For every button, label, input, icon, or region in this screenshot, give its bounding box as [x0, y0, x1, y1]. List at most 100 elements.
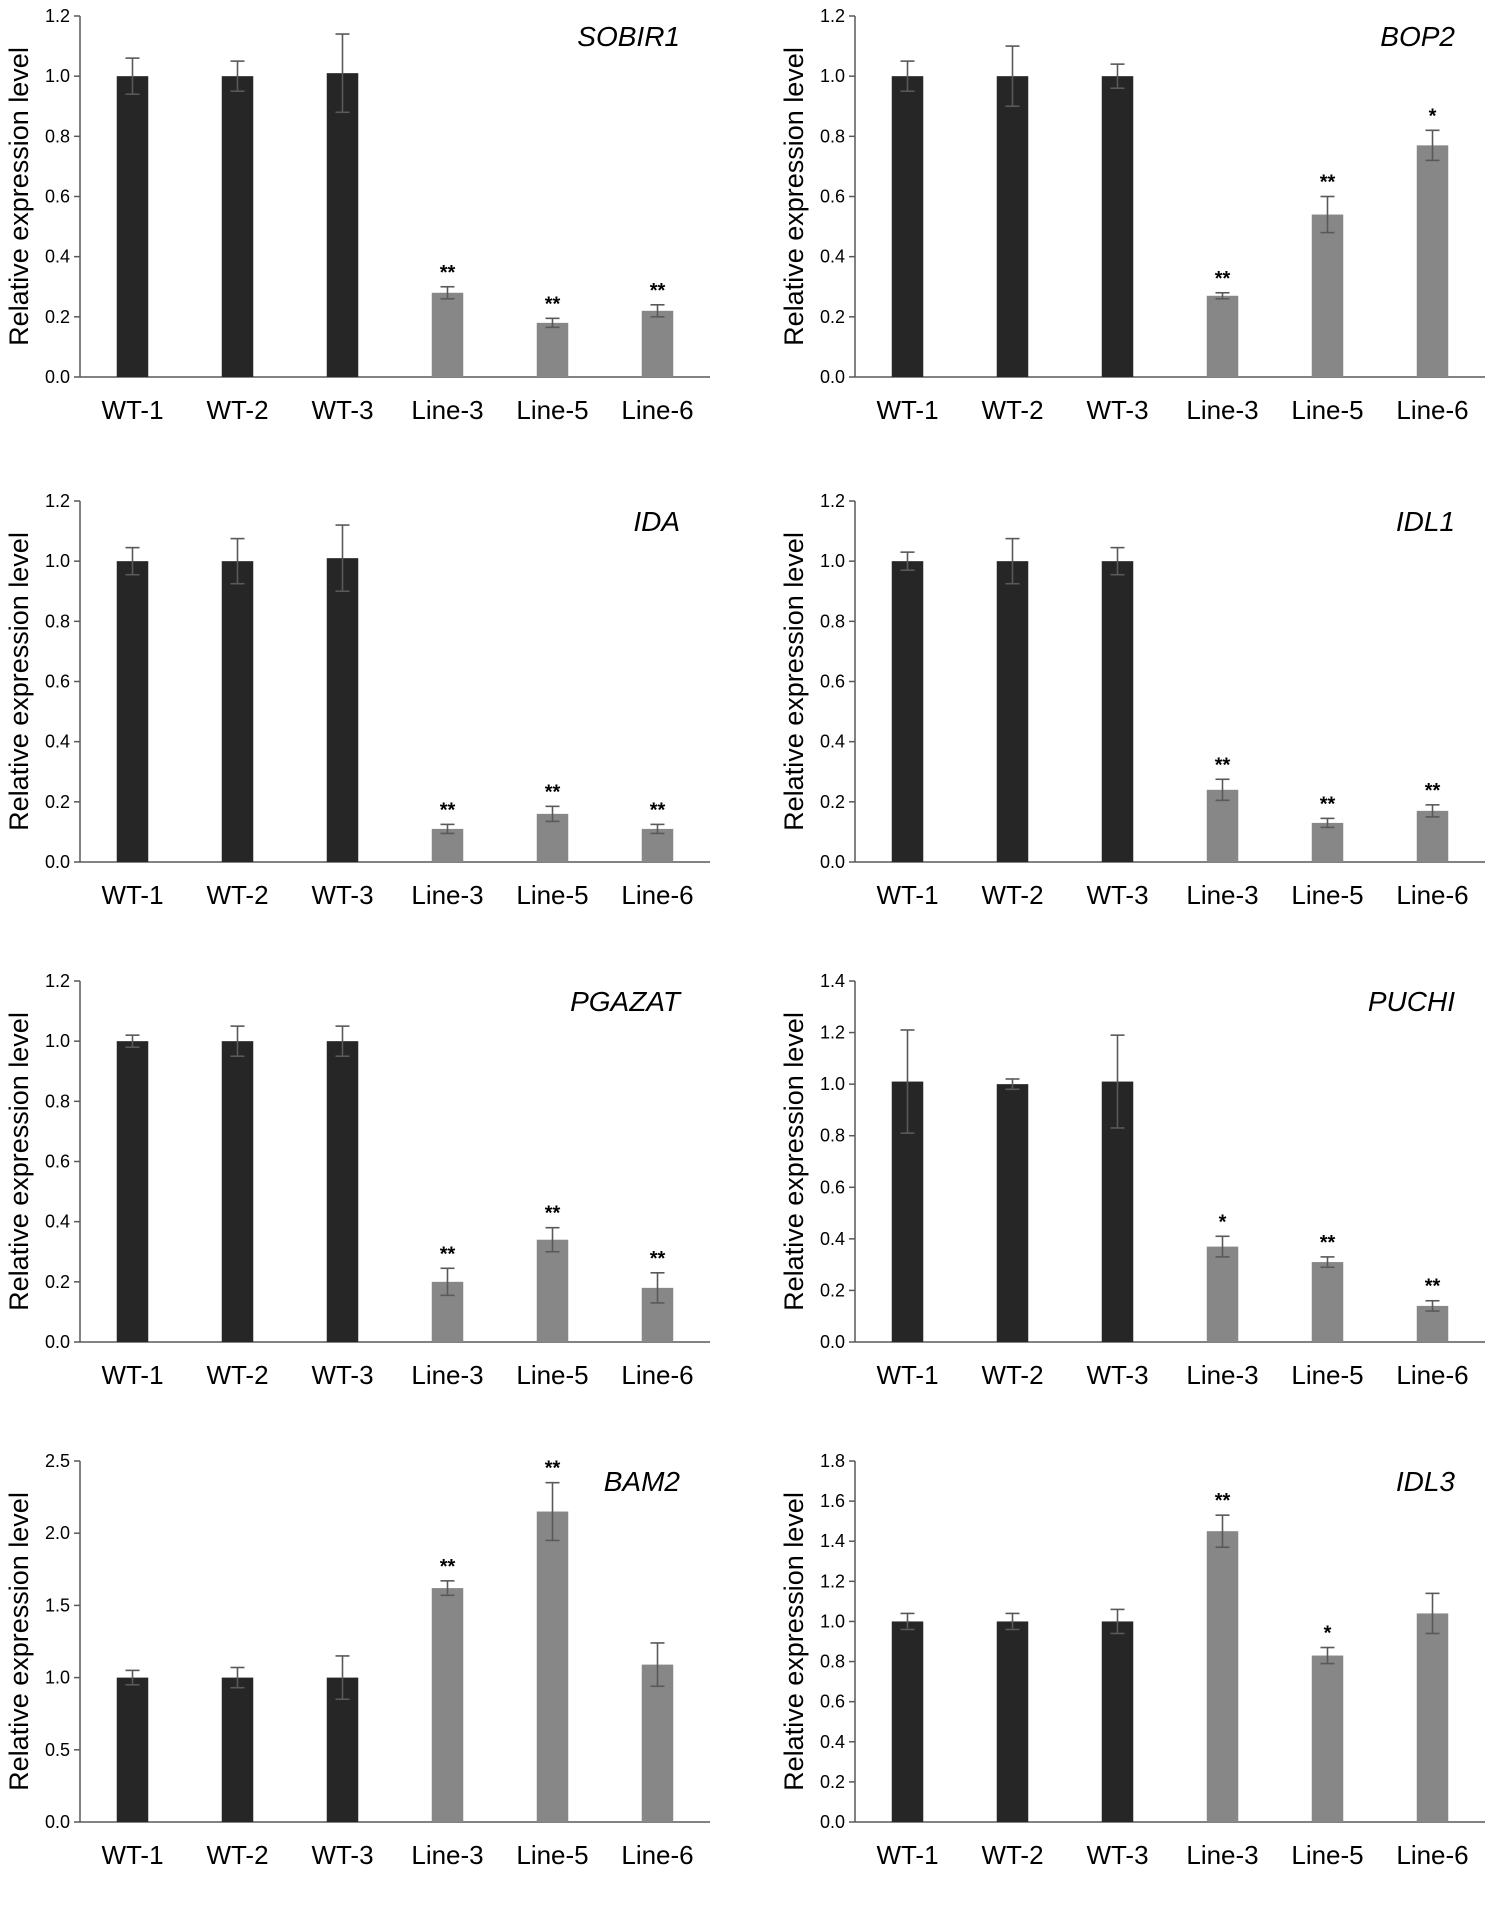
- y-tick-label: 1.8: [820, 1451, 845, 1471]
- y-tick-label: 0.2: [45, 307, 70, 327]
- significance-marker: **: [1215, 1490, 1231, 1512]
- y-tick-label: 0.0: [45, 367, 70, 387]
- bar-line-6: [1416, 1305, 1449, 1342]
- y-tick-label: 1.0: [820, 1074, 845, 1094]
- y-tick-label: 0.0: [45, 852, 70, 872]
- y-tick-label: 0.4: [45, 1212, 70, 1232]
- y-axis-label: Relative expression level: [779, 1492, 809, 1791]
- y-axis-label: Relative expression level: [779, 47, 809, 346]
- x-tick-label: Line-5: [1291, 1360, 1363, 1390]
- x-tick-label: Line-3: [411, 1360, 483, 1390]
- x-tick-label: Line-5: [1291, 880, 1363, 910]
- x-tick-label: WT-2: [206, 1840, 268, 1870]
- bar-wt-2: [221, 1041, 254, 1342]
- y-tick-label: 1.0: [820, 1611, 845, 1631]
- bar-line-3: [431, 828, 464, 862]
- x-tick-label: Line-3: [1186, 1840, 1258, 1870]
- y-tick-label: 1.2: [45, 6, 70, 26]
- significance-marker: **: [440, 1243, 456, 1265]
- bar-wt-3: [326, 1041, 359, 1342]
- chart-idl3: Relative expression level 0.0 0.2 0.4 0.6 0.8…: [779, 1451, 1485, 1870]
- significance-marker: **: [1320, 793, 1336, 815]
- x-tick-label: Line-6: [621, 1840, 693, 1870]
- y-tick-label: 0.6: [45, 187, 70, 207]
- x-tick-label: Line-6: [621, 880, 693, 910]
- significance-marker: **: [545, 293, 561, 315]
- significance-marker: **: [1215, 754, 1231, 776]
- y-tick-label: 1.0: [45, 66, 70, 86]
- bar-wt-2: [221, 1677, 254, 1822]
- significance-marker: **: [440, 799, 456, 821]
- bar-wt-3: [1101, 561, 1134, 862]
- x-tick-label: WT-2: [981, 880, 1043, 910]
- bar-wt-1: [891, 76, 924, 378]
- bar-line-6: [641, 828, 674, 862]
- y-tick-label: 1.4: [820, 1531, 845, 1551]
- x-tick-label: WT-3: [1086, 395, 1148, 425]
- bar-line-6: [641, 310, 674, 377]
- x-tick-label: WT-3: [1086, 880, 1148, 910]
- bar-wt-3: [326, 558, 359, 862]
- bar-line-5: [536, 322, 569, 377]
- chart-bop2: Relative expression level 0.0 0.2 0.4 0.6 0.8…: [779, 6, 1485, 425]
- x-tick-label: WT-1: [101, 1840, 163, 1870]
- y-tick-label: 1.5: [45, 1595, 70, 1615]
- significance-marker: **: [440, 262, 456, 284]
- chart-sobir1: Relative expression level 0.0 0.2 0.4 0.6 0.8…: [4, 6, 710, 425]
- x-tick-label: Line-3: [411, 880, 483, 910]
- bar-wt-3: [326, 1677, 359, 1822]
- chart-pgazat: Relative expression level 0.0 0.2 0.4 0.6 0.8…: [4, 971, 710, 1390]
- x-tick-label: Line-5: [1291, 1840, 1363, 1870]
- significance-marker: **: [650, 799, 666, 821]
- y-tick-label: 0.0: [45, 1332, 70, 1352]
- gene-title: SOBIR1: [577, 21, 680, 52]
- y-tick-label: 0.5: [45, 1740, 70, 1760]
- bar-wt-2: [996, 1084, 1029, 1342]
- bar-line-5: [536, 1239, 569, 1342]
- x-tick-label: WT-1: [101, 880, 163, 910]
- significance-marker: **: [545, 781, 561, 803]
- x-tick-label: WT-2: [981, 1360, 1043, 1390]
- bar-line-3: [1206, 1531, 1239, 1822]
- y-axis-label: Relative expression level: [4, 1492, 34, 1791]
- y-tick-label: 0.8: [45, 1091, 70, 1111]
- significance-marker: **: [1320, 172, 1336, 194]
- y-tick-label: 1.2: [820, 6, 845, 26]
- x-tick-label: WT-2: [981, 395, 1043, 425]
- x-tick-label: Line-5: [516, 1840, 588, 1870]
- x-tick-label: Line-3: [411, 1840, 483, 1870]
- x-tick-label: WT-1: [876, 395, 938, 425]
- x-tick-label: WT-3: [1086, 1840, 1148, 1870]
- x-tick-label: WT-2: [206, 1360, 268, 1390]
- bar-wt-3: [326, 73, 359, 378]
- y-tick-label: 1.2: [45, 971, 70, 991]
- y-tick-label: 0.6: [45, 672, 70, 692]
- significance-marker: **: [1425, 780, 1441, 802]
- y-tick-label: 1.0: [45, 551, 70, 571]
- bar-line-6: [1416, 1613, 1449, 1822]
- x-tick-label: Line-3: [1186, 1360, 1258, 1390]
- y-tick-label: 1.2: [45, 491, 70, 511]
- y-tick-label: 0.2: [820, 1772, 845, 1792]
- bar-line-3: [1206, 295, 1239, 377]
- y-tick-label: 0.6: [820, 672, 845, 692]
- x-tick-label: WT-2: [206, 880, 268, 910]
- gene-title: PUCHI: [1368, 986, 1455, 1017]
- y-tick-label: 1.6: [820, 1491, 845, 1511]
- significance-marker: **: [440, 1556, 456, 1578]
- x-tick-label: Line-6: [1396, 395, 1468, 425]
- x-tick-label: Line-6: [1396, 880, 1468, 910]
- y-tick-label: 1.0: [45, 1668, 70, 1688]
- chart-idl1: Relative expression level 0.0 0.2 0.4 0.6 0.8…: [779, 491, 1485, 910]
- x-tick-label: Line-5: [516, 395, 588, 425]
- bar-wt-2: [996, 1621, 1029, 1822]
- x-tick-label: WT-1: [101, 395, 163, 425]
- x-tick-label: WT-1: [876, 1840, 938, 1870]
- bar-wt-1: [116, 76, 149, 378]
- y-tick-label: 1.0: [820, 551, 845, 571]
- bar-wt-1: [116, 1677, 149, 1822]
- y-tick-label: 0.6: [820, 1177, 845, 1197]
- y-tick-label: 1.0: [45, 1031, 70, 1051]
- y-tick-label: 0.8: [820, 126, 845, 146]
- y-axis-label: Relative expression level: [4, 47, 34, 346]
